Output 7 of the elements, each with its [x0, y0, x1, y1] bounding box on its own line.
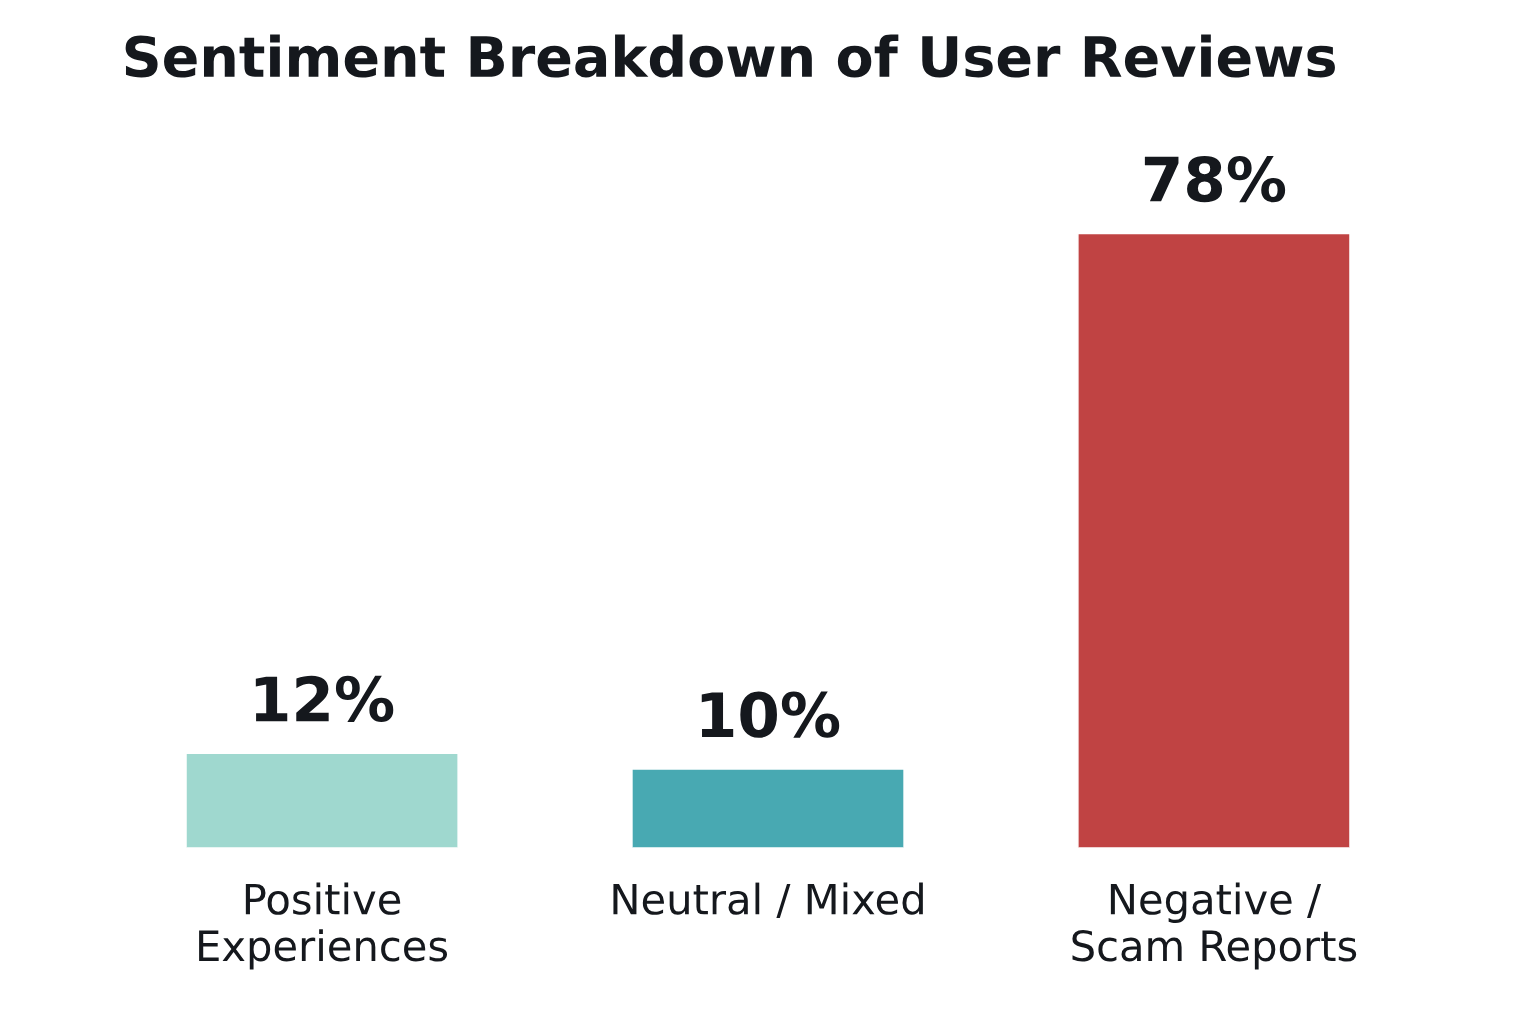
x-tick-label: Negative / Scam Reports [1072, 882, 1357, 970]
x-tick-label: Neutral / Mixed [613, 882, 923, 919]
chart-title: Sentiment Breakdown of User Reviews [125, 34, 1335, 78]
x-tick-label: Positive Experiences [199, 882, 448, 970]
data-label: 10% [701, 691, 840, 738]
data-label: 78% [1144, 155, 1286, 203]
data-label: 12% [255, 675, 394, 723]
